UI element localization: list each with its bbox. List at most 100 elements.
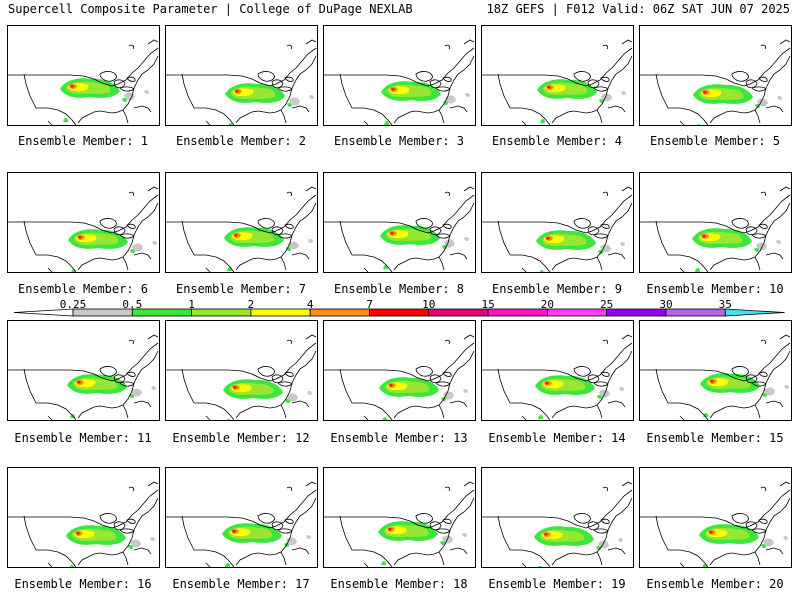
coastline-border — [587, 521, 600, 531]
coastline-border — [758, 371, 768, 377]
coastline-border — [587, 226, 600, 236]
coastline-border — [280, 109, 287, 124]
coastline-border — [8, 47, 159, 87]
coastline-border — [551, 404, 598, 419]
scp-field — [537, 79, 626, 123]
scp-contour — [308, 238, 313, 244]
us-basemap — [482, 481, 633, 567]
coastline-border — [779, 334, 791, 340]
scp-contour — [464, 236, 469, 242]
us-basemap — [166, 186, 317, 272]
us-basemap — [324, 334, 475, 420]
coastline-border — [745, 374, 758, 384]
coastline-border — [128, 44, 135, 50]
coastline-border — [205, 120, 211, 125]
coastline-border — [8, 489, 159, 529]
scp-contour — [232, 530, 236, 533]
coastline-border — [147, 39, 159, 45]
coastline-border — [679, 562, 685, 567]
scp-contour — [762, 392, 767, 398]
ensemble-member-map — [165, 320, 318, 421]
ensemble-member-label: Ensemble Member: 5 — [649, 134, 781, 148]
coastline-border — [596, 497, 633, 553]
colorbar-legend: 0.25 0.5 1 2 4 7 10 15 20 25 30 35 — [0, 298, 800, 320]
coastline-border — [166, 489, 317, 529]
scp-contour — [538, 566, 542, 567]
ensemble-member-label: Ensemble Member: 18 — [330, 577, 468, 591]
colorbar-tick-label: 0.5 — [122, 298, 143, 311]
scp-contour — [390, 232, 394, 235]
colorbar-tick-label: 2 — [247, 298, 255, 311]
coastline-border — [731, 71, 749, 82]
ensemble-member-label: Ensemble Member: 16 — [14, 577, 152, 591]
coastline-border — [438, 551, 445, 566]
ensemble-member-label: Ensemble Member: 12 — [172, 431, 310, 445]
coastline-border — [147, 334, 159, 340]
coastline-border — [551, 256, 598, 271]
coastline-border — [444, 44, 451, 50]
scp-contour — [384, 121, 389, 125]
coastline-border — [602, 339, 609, 345]
scp-contour — [130, 539, 141, 548]
coastline-border — [352, 402, 393, 420]
coastline-border — [442, 371, 452, 377]
us-basemap — [324, 186, 475, 272]
us-basemap — [8, 39, 159, 125]
coastline-border — [593, 233, 609, 239]
coastline-border — [99, 71, 117, 82]
scp-field — [68, 229, 157, 272]
coastline-border — [271, 374, 284, 384]
scp-contour — [754, 247, 759, 253]
coastline-border — [291, 547, 310, 555]
ensemble-member-label: Ensemble Member: 3 — [333, 134, 465, 148]
coastline-border — [510, 107, 551, 125]
coastline-border — [640, 342, 791, 382]
coastline-border — [205, 267, 211, 272]
scp-contour — [597, 394, 602, 400]
coastline-border — [277, 528, 293, 534]
coastline-border — [621, 334, 633, 340]
coastline-border — [640, 47, 791, 87]
scp-contour — [235, 90, 239, 93]
coastline-border — [122, 404, 129, 419]
coastline-border — [128, 191, 135, 197]
coastline-border — [166, 342, 317, 382]
scp-contour — [151, 385, 156, 391]
coastline-border — [679, 415, 685, 420]
coastline-border — [122, 256, 129, 271]
coastline-border — [280, 55, 317, 111]
scp-contour — [225, 563, 230, 567]
coastline-border — [194, 107, 235, 125]
coastline-border — [779, 481, 791, 487]
ensemble-member-map — [639, 467, 792, 568]
coastline-border — [122, 551, 129, 566]
coastline-border — [640, 489, 791, 529]
us-basemap — [324, 481, 475, 567]
scp-contour — [228, 123, 233, 125]
colorbar-segment — [369, 308, 430, 317]
ensemble-member-label: Ensemble Member: 20 — [646, 577, 784, 591]
colorbar-tick-label: 1 — [188, 298, 195, 311]
coastline-border — [122, 350, 159, 406]
colorbar-segment — [487, 308, 548, 317]
scp-field — [223, 379, 312, 420]
ensemble-member-label: Ensemble Member: 2 — [175, 134, 307, 148]
coastline-border — [36, 402, 77, 420]
coastline-border — [731, 513, 749, 524]
scp-contour — [703, 413, 708, 417]
coastline-border — [393, 404, 440, 419]
scp-contour — [130, 248, 135, 254]
coastline-border — [497, 220, 511, 256]
scp-contour — [78, 236, 82, 239]
coastline-border — [133, 252, 152, 260]
coastline-border — [435, 381, 451, 387]
us-basemap — [8, 186, 159, 272]
coastline-border — [119, 528, 135, 534]
coastline-border — [596, 350, 633, 406]
coastline-border — [745, 79, 758, 89]
us-basemap — [8, 481, 159, 567]
ensemble-member-label: Ensemble Member: 8 — [333, 282, 465, 296]
scp-contour — [776, 239, 781, 245]
us-basemap — [166, 334, 317, 420]
colorbar-tick-label: 10 — [422, 298, 436, 311]
